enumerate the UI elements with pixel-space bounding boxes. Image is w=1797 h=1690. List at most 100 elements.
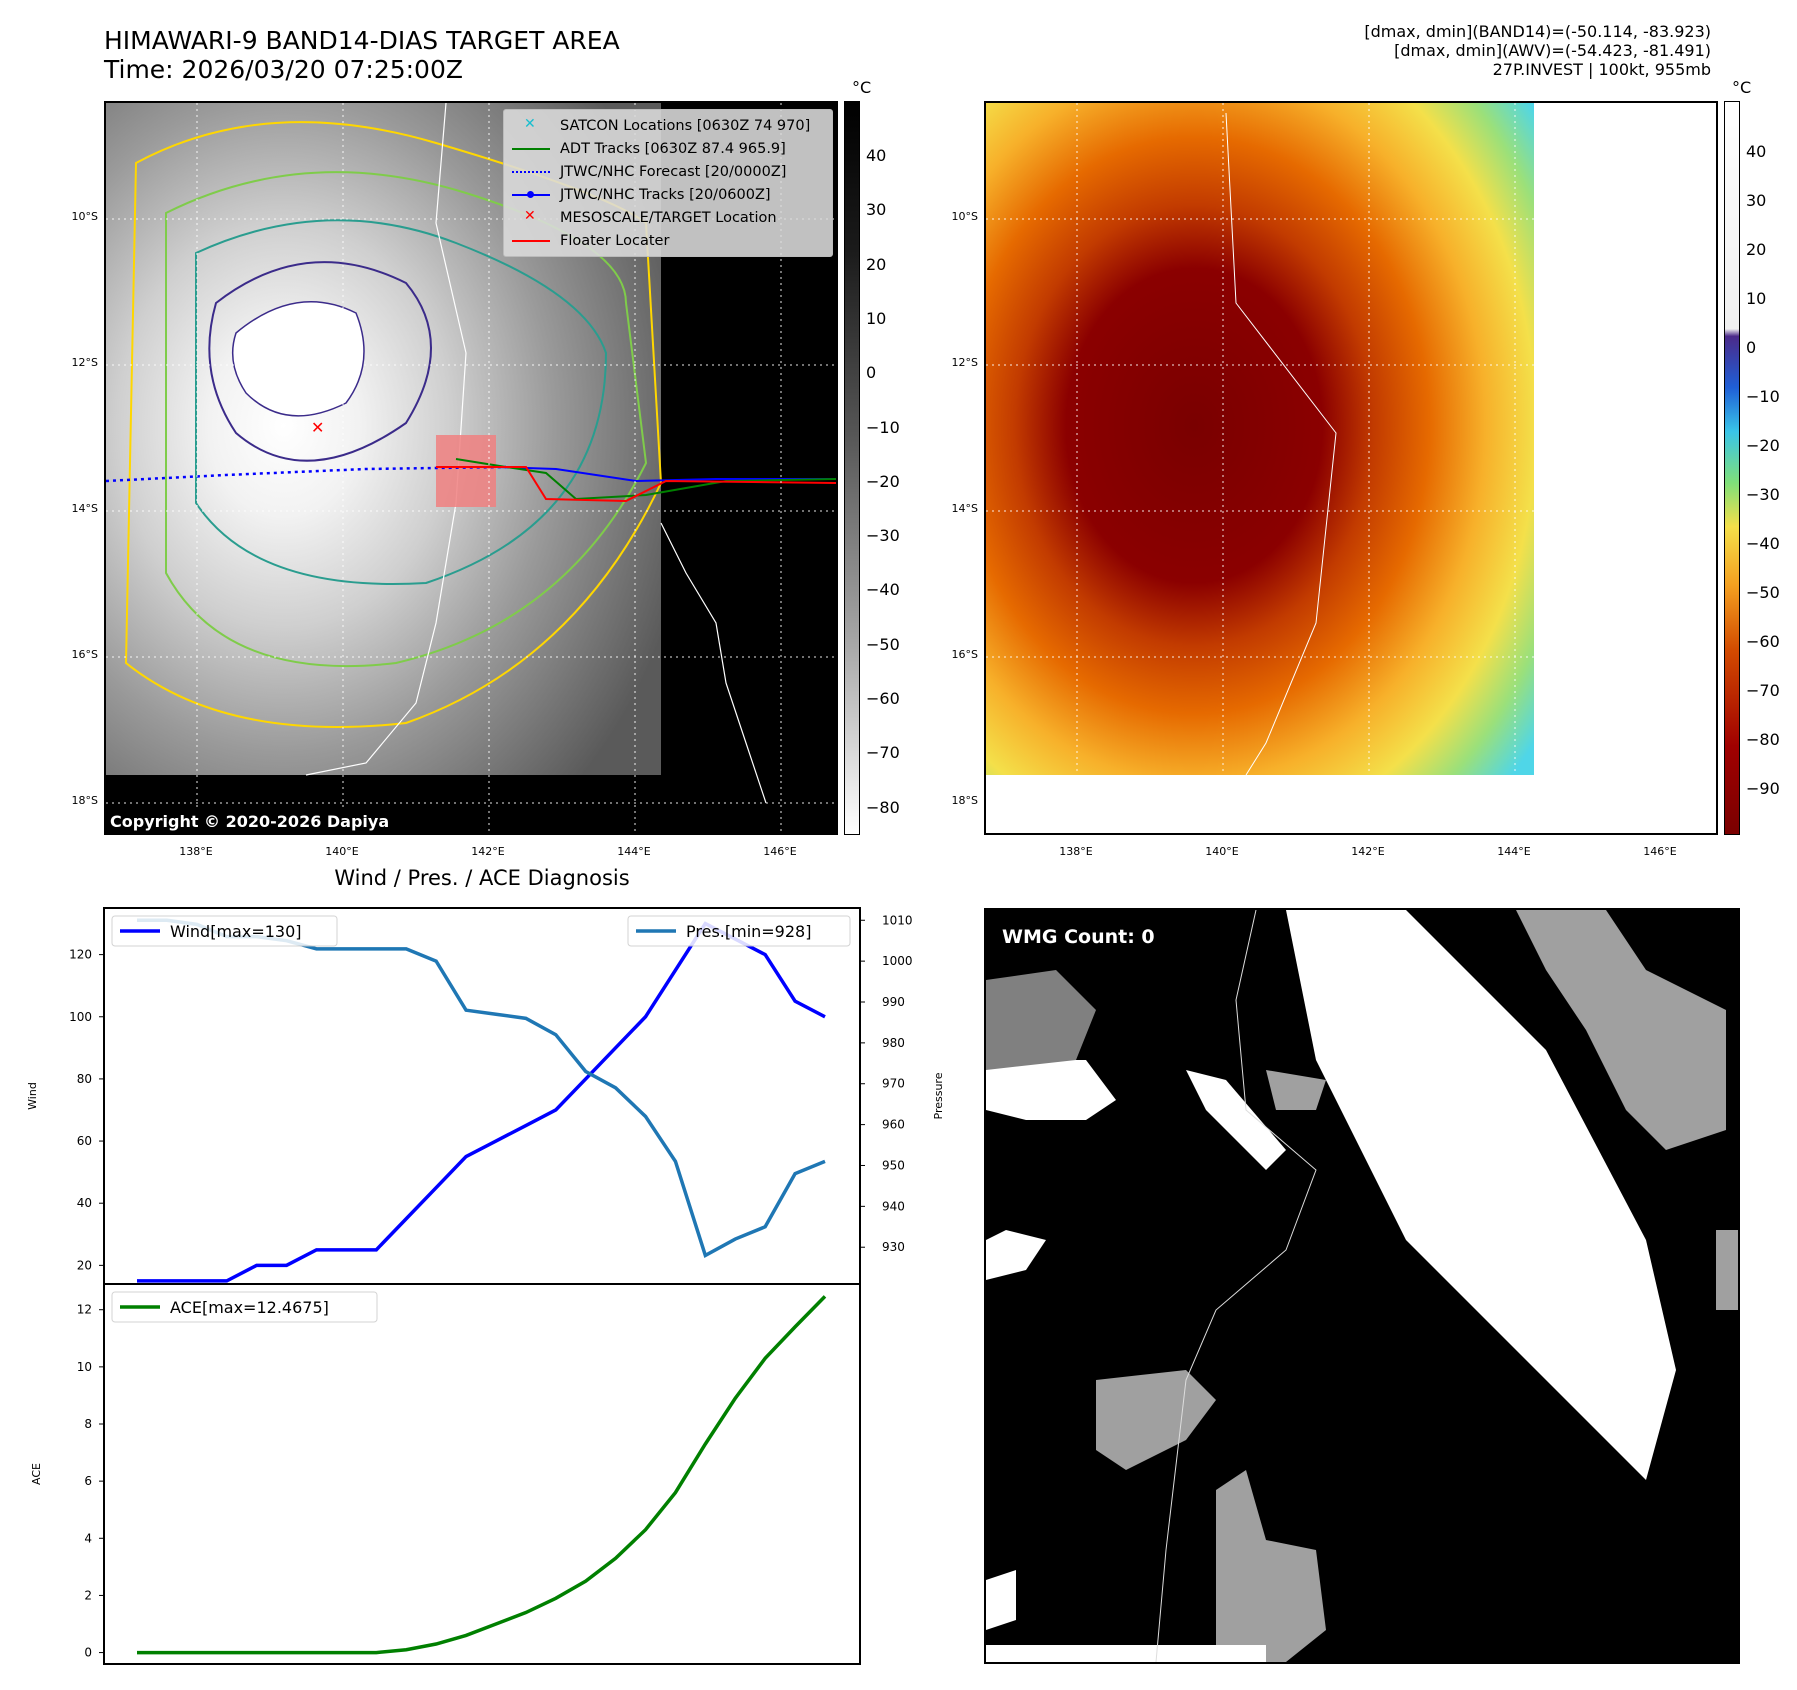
legend-item-tracks: JTWC/NHC Tracks [20/0600Z]: [512, 183, 824, 206]
gray-colorbar-tick: −20: [866, 471, 900, 491]
awv-lat-label-18s: 18°S: [951, 794, 978, 807]
color-colorbar-tick: −50: [1746, 583, 1780, 602]
pres-tick-label: 970: [882, 1077, 905, 1091]
wind-tick-label: 40: [77, 1196, 92, 1210]
gray-colorbar-tick: 40: [866, 146, 887, 165]
ace-axes: [103, 1283, 861, 1665]
gray-colorbar-tick: 20: [866, 254, 887, 274]
awv-map: [986, 103, 1716, 833]
color-colorbar-tick: 0: [1746, 338, 1757, 357]
color-colorbar-tick: 40: [1746, 142, 1767, 161]
awv-lat-label-12s: 12°S: [951, 356, 978, 369]
color-colorbar-tick: −10: [1746, 387, 1780, 406]
wind-legend-box: [111, 915, 338, 947]
color-colorbar-tick: 30: [1746, 191, 1767, 210]
color-colorbar-tick: −80: [1746, 730, 1780, 749]
awv-lon-label-138e: 138°E: [1059, 845, 1093, 858]
ace-tick-label: 8: [84, 1417, 92, 1431]
pres-tick-label: 940: [882, 1199, 905, 1213]
ace-series-line: [137, 1295, 827, 1655]
legend-item-forecast: JTWC/NHC Forecast [20/0000Z]: [512, 160, 824, 183]
band14-stat: [dmax, dmin](BAND14)=(-50.114, -83.923): [1364, 22, 1711, 41]
pres-tick-label: 980: [882, 1036, 905, 1050]
pres-legend-box: [627, 915, 851, 947]
pres-tick-label: 950: [882, 1158, 905, 1172]
gray-colorbar-tick: −30: [866, 526, 900, 546]
pres-legend-label: Pres.[min=928]: [686, 922, 811, 941]
awv-stat: [dmax, dmin](AWV)=(-54.423, -81.491): [1394, 41, 1711, 60]
lat-label-14s: 14°S: [71, 502, 98, 515]
gray-colorbar-tick: −40: [866, 580, 900, 600]
svg-text:✕: ✕: [311, 418, 324, 437]
gray-colorbar-tick: −10: [866, 417, 900, 437]
legend-item-adt: ADT Tracks [0630Z 87.4 965.9]: [512, 137, 824, 160]
gray-colorbar: [844, 101, 860, 835]
pres-tick-label: 930: [882, 1240, 905, 1254]
legend-item-satcon: ✕ SATCON Locations [0630Z 74 970]: [524, 115, 811, 134]
color-colorbar: [1724, 101, 1740, 835]
awv-lat-label-10s: 10°S: [951, 210, 978, 223]
lon-label-140e: 140°E: [325, 845, 359, 858]
color-colorbar-unit: °C: [1732, 78, 1752, 97]
awv-map-panel: [984, 101, 1718, 835]
awv-lat-label-14s: 14°S: [951, 502, 978, 515]
pres-tick-label: 960: [882, 1118, 905, 1132]
pres-axis-label: Pressure: [932, 1072, 945, 1119]
lon-label-146e: 146°E: [763, 845, 797, 858]
wind-tick-label: 20: [77, 1258, 92, 1272]
awv-lat-label-16s: 16°S: [951, 648, 978, 661]
pres-tick-label: 1010: [882, 913, 913, 927]
wmg-panel: WMG Count: 0: [984, 908, 1740, 1664]
ace-axis-label: ACE: [30, 1463, 43, 1485]
wind-pres-axes: [103, 907, 861, 1285]
gray-colorbar-unit: °C: [852, 78, 872, 97]
lon-label-138e: 138°E: [179, 845, 213, 858]
color-colorbar-tick: −20: [1746, 436, 1780, 455]
figure-title: HIMAWARI-9 BAND14-DIAS TARGET AREA Time:…: [104, 26, 620, 84]
ace-tick-label: 4: [84, 1531, 92, 1545]
gray-colorbar-tick: −80: [866, 797, 900, 817]
ace-legend-label: ACE[max=12.4675]: [170, 1298, 329, 1317]
wmg-count-label: WMG Count: 0: [996, 924, 1161, 950]
wind-axis-label: Wind: [26, 1082, 39, 1110]
wind-legend-label: Wind[max=130]: [170, 922, 302, 941]
color-colorbar-tick: 10: [1746, 289, 1767, 308]
wind-series-line: [137, 921, 826, 1283]
legend-item-target: ✕ MESOSCALE/TARGET Location: [524, 207, 777, 226]
gray-colorbar-tick: −70: [866, 743, 900, 763]
ace-legend-box: [111, 1291, 378, 1323]
band14-map-panel: ✕ ✕ SATCON Locations [0630Z 74 970] ADT T…: [104, 101, 838, 835]
ace-tick-label: 2: [84, 1588, 92, 1602]
ace-tick-label: 0: [84, 1646, 92, 1660]
wind-tick-label: 120: [69, 948, 92, 962]
gray-colorbar-tick: 10: [866, 308, 887, 328]
color-colorbar-tick: −70: [1746, 681, 1780, 700]
ace-tick-label: 10: [77, 1360, 92, 1374]
ace-tick-label: 6: [84, 1474, 92, 1488]
wind-tick-label: 100: [69, 1010, 92, 1024]
lon-label-142e: 142°E: [471, 845, 505, 858]
awv-lon-label-146e: 146°E: [1643, 845, 1677, 858]
wind-pres-chart: 2040608010012093094095096097098099010001…: [26, 907, 945, 1665]
diagnosis-title: Wind / Pres. / ACE Diagnosis: [334, 866, 630, 890]
pres-tick-label: 990: [882, 995, 905, 1009]
wind-tick-label: 80: [77, 1072, 92, 1086]
color-colorbar-tick: −90: [1746, 779, 1780, 798]
color-colorbar-tick: 20: [1746, 240, 1767, 259]
gray-colorbar-tick: 30: [866, 200, 887, 220]
gray-colorbar-tick: −50: [866, 634, 900, 654]
gray-colorbar-tick: −60: [866, 689, 900, 708]
color-colorbar-tick: −30: [1746, 485, 1780, 504]
pres-series-line: [137, 918, 826, 1258]
storm-info: 27P.INVEST | 100kt, 955mb: [1492, 60, 1711, 79]
ace-tick-label: 12: [77, 1303, 92, 1317]
awv-lon-label-142e: 142°E: [1351, 845, 1385, 858]
color-colorbar-tick: −60: [1746, 632, 1780, 651]
copyright-label: Copyright © 2020-2026 Dapiya: [106, 810, 394, 833]
lat-label-10s: 10°S: [71, 210, 98, 223]
lat-label-18s: 18°S: [71, 794, 98, 807]
lon-label-144e: 144°E: [617, 845, 651, 858]
pres-tick-label: 1000: [882, 954, 913, 968]
legend-item-floater: Floater Locater: [512, 229, 824, 252]
gray-colorbar-tick: 0: [866, 363, 877, 383]
